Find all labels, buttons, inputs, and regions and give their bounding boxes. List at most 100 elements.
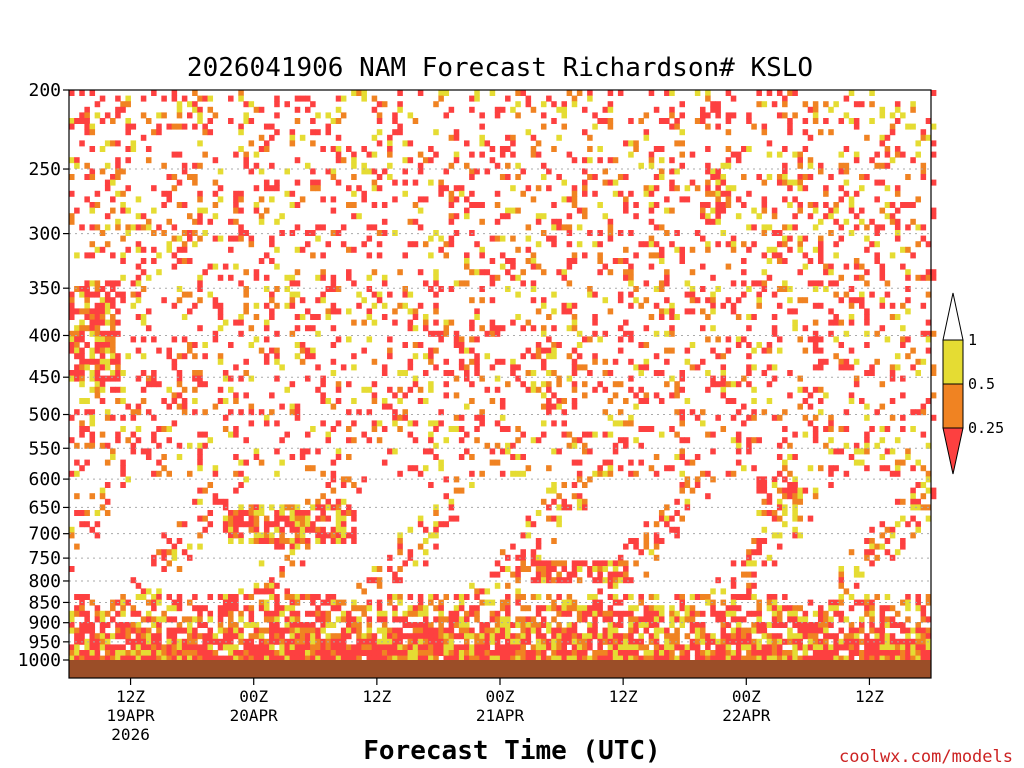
heat-cell: [335, 230, 342, 236]
heat-cell: [269, 588, 275, 595]
heat-cell: [151, 594, 157, 600]
heat-cell: [905, 308, 911, 315]
heat-cell: [658, 655, 665, 662]
heat-cell: [582, 185, 588, 192]
heat-cell: [89, 493, 96, 500]
heat-cell: [448, 610, 455, 617]
heat-cell: [843, 644, 850, 651]
heat-cell: [294, 403, 301, 410]
heat-cell: [638, 426, 644, 432]
heat-cell: [453, 157, 460, 164]
heat-cell: [761, 286, 768, 292]
heat-cell: [900, 392, 906, 399]
heat-cell: [99, 493, 106, 500]
heat-cell: [741, 638, 747, 645]
heat-cell: [710, 274, 716, 281]
heat-cell: [217, 325, 224, 332]
heat-cell: [448, 286, 455, 292]
heat-cell: [140, 644, 147, 651]
heat-cell: [412, 241, 419, 248]
heat-cell: [422, 549, 429, 556]
heat-cell: [84, 616, 90, 623]
heat-cell: [274, 112, 280, 119]
heat-cell: [879, 644, 886, 651]
heat-cell: [556, 638, 562, 645]
heat-cell: [746, 246, 752, 253]
heat-cell: [910, 465, 916, 472]
heat-cell: [782, 196, 788, 203]
heat-cell: [612, 655, 619, 662]
heat-cell: [464, 347, 470, 354]
heat-cell: [294, 414, 301, 421]
heat-cell: [320, 504, 326, 511]
heat-cell: [571, 101, 578, 108]
heat-cell: [597, 470, 603, 477]
heat-cell: [263, 207, 270, 214]
heat-cell: [330, 622, 337, 628]
y-axis: 2002503003504004505005506006507007508008…: [18, 80, 69, 671]
heat-cell: [207, 650, 214, 656]
heat-cell: [566, 375, 573, 382]
heat-cell: [448, 235, 455, 242]
heat-cell: [679, 655, 685, 662]
heat-cell: [253, 454, 260, 460]
heat-cell: [263, 610, 270, 617]
heat-cell: [381, 633, 388, 640]
y-tick-label: 700: [28, 524, 61, 545]
heat-cell: [689, 627, 696, 634]
heat-cell: [679, 196, 685, 203]
heat-cell: [828, 174, 834, 180]
heat-cell: [915, 521, 921, 528]
heat-cell: [551, 627, 557, 634]
heat-cell: [407, 157, 414, 164]
heat-cell: [104, 140, 111, 147]
heat-cell: [730, 470, 737, 477]
heat-cell: [120, 207, 126, 214]
heat-cell: [407, 364, 414, 371]
heat-cell: [792, 319, 798, 326]
heat-cell: [782, 146, 788, 152]
heat-cell: [248, 241, 255, 248]
heat-cell: [848, 90, 855, 96]
heat-cell: [176, 403, 183, 410]
heat-cell: [89, 280, 96, 287]
heat-cell: [458, 655, 465, 662]
heat-cell: [469, 269, 475, 276]
heat-cell: [889, 375, 896, 382]
heat-cell: [817, 168, 824, 175]
y-tick-label: 650: [28, 497, 61, 518]
heat-cell: [448, 218, 455, 225]
heat-cell: [530, 252, 537, 259]
heat-cell: [433, 302, 439, 309]
heat-cell: [371, 650, 378, 656]
heat-cell: [782, 409, 788, 416]
colorbar-legend: 1 0.5 0.25: [942, 292, 1004, 475]
heat-cell: [238, 650, 244, 656]
heat-cell: [274, 605, 280, 612]
heat-cell: [89, 330, 96, 337]
heat-cell: [192, 101, 198, 108]
heat-cell: [310, 325, 316, 332]
heat-cell: [894, 644, 901, 651]
heat-cell: [664, 280, 670, 287]
heat-cell: [623, 560, 629, 567]
heat-cell: [628, 330, 634, 337]
heat-cell: [869, 101, 875, 108]
heat-cell: [561, 599, 568, 606]
heat-cell: [853, 381, 860, 388]
heat-cell: [653, 650, 660, 656]
heat-cell: [684, 185, 691, 192]
heat-cell: [715, 286, 721, 292]
heat-cell: [530, 146, 537, 152]
heat-cell: [453, 616, 460, 623]
heat-cell: [207, 616, 214, 623]
heat-cell: [381, 274, 388, 281]
heat-cell: [489, 325, 496, 332]
heat-cell: [202, 409, 208, 416]
heat-cell: [576, 342, 583, 348]
heat-cell: [812, 386, 819, 393]
heat-cell: [817, 610, 824, 617]
heat-cell: [89, 90, 96, 96]
heat-cell: [540, 325, 547, 332]
heat-cell: [263, 655, 270, 662]
